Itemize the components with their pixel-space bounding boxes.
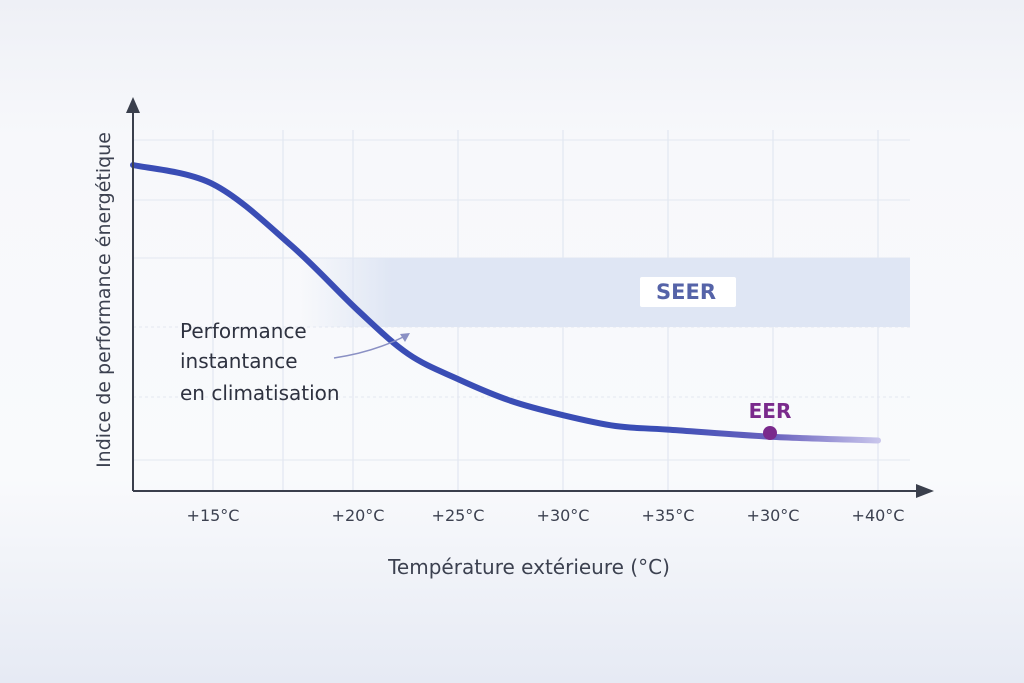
- x-axis-label: Température extérieure (°C): [387, 555, 670, 579]
- series-line: [130, 162, 881, 444]
- y-axis-label: Indice de performance énergétique: [93, 132, 115, 468]
- x-tick-label: +20°C: [332, 506, 385, 525]
- eer-label: EER: [749, 399, 792, 423]
- x-tick-label: +30°C: [537, 506, 590, 525]
- y-axis-arrow-icon: [126, 97, 140, 113]
- x-tick-label: +30°C: [747, 506, 800, 525]
- x-axis-arrow-icon: [916, 484, 934, 498]
- seer-label: SEER: [656, 280, 716, 304]
- x-tick-label: +35°C: [642, 506, 695, 525]
- annotation-line-2: instantance: [180, 349, 298, 373]
- annotation-line-1: Performance: [180, 319, 307, 343]
- annotation-line-3: en climatisation: [180, 381, 340, 405]
- annotation-arrowhead-icon: [400, 333, 410, 342]
- annotation-arrow-icon: [333, 334, 408, 359]
- x-tick-label: +25°C: [432, 506, 485, 525]
- eer-point: [763, 426, 777, 440]
- seer-label-bg: [640, 277, 736, 307]
- x-tick-label: +40°C: [852, 506, 905, 525]
- seer-band: [300, 258, 910, 327]
- x-tick-label: +15°C: [187, 506, 240, 525]
